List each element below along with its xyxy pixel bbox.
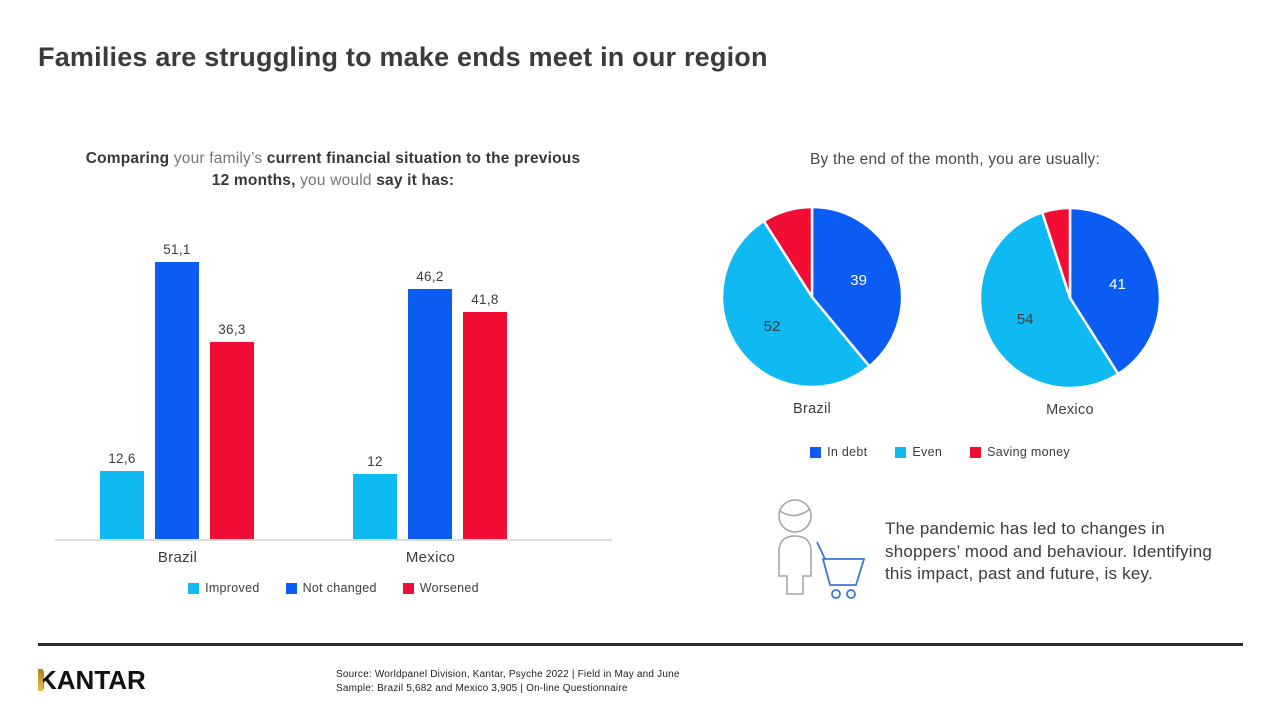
insight-text: The pandemic has led to changes in shopp… [885, 519, 1213, 583]
bar-value-label: 51,1 [163, 242, 191, 257]
bar-title-segment: your family’s [173, 150, 267, 167]
legend-item: Even [895, 445, 942, 459]
pie-chart-title: By the end of the month, you are usually… [810, 151, 1100, 168]
bar-title-segment: Comparing [85, 150, 174, 167]
bar-column: 46,2 [408, 269, 452, 539]
pie-slice-value-label: 52 [764, 318, 781, 335]
shopper-person-icon [778, 499, 812, 595]
bar-column: 41,8 [463, 292, 507, 539]
bar-value-label: 12 [367, 454, 383, 469]
legend-swatch-icon [810, 446, 822, 458]
legend-item: Worsened [402, 581, 479, 595]
page-title: Families are struggling to make ends mee… [38, 42, 768, 72]
shopping-basket-icon [816, 541, 866, 599]
bar-worsened [210, 342, 254, 539]
source-line-1: Source: Worldpanel Division, Kantar, Psy… [336, 669, 680, 680]
legend-swatch-icon [895, 446, 907, 458]
source-note: Source: Worldpanel Division, Kantar, Psy… [336, 668, 680, 696]
pie-slice-even [978, 211, 1120, 390]
pie-slice-saving-money [762, 205, 814, 299]
bar-improved [100, 470, 144, 539]
pie-chart-legend: In debt Even Saving money [720, 445, 1160, 459]
pie-slice-value-label: 39 [850, 272, 867, 289]
source-line-2: Sample: Brazil 5,682 and Mexico 3,905 | … [336, 683, 628, 694]
bar-title-segment: say it has: [376, 172, 455, 189]
legend-swatch-icon [402, 582, 414, 594]
pie-slice-even [720, 219, 871, 389]
bar-title-segment: you would [300, 172, 377, 189]
pie-caption-mexico: Mexico [1046, 402, 1094, 418]
bar-group-brazil: 12,6 51,1 36,3 [100, 242, 254, 539]
legend-item: In debt [810, 445, 867, 459]
kantar-logo: KANTAR [38, 666, 146, 694]
bar-improved [353, 474, 397, 539]
footer-divider [38, 643, 1243, 646]
bar-group-mexico: 12 46,2 41,8 [353, 269, 507, 539]
legend-label: Worsened [419, 581, 479, 595]
legend-swatch-icon [970, 446, 982, 458]
legend-item: Saving money [970, 445, 1070, 459]
bar-chart-title: Comparing your family’s current financia… [78, 148, 588, 192]
bar-chart-legend: Improved Not changed Worsened [55, 581, 612, 595]
pie-caption-brazil: Brazil [792, 401, 832, 417]
legend-swatch-icon [188, 582, 200, 594]
legend-item: Not changed [285, 581, 377, 595]
bar-value-label: 36,3 [218, 322, 246, 338]
bar-value-label: 41,8 [471, 292, 499, 308]
bar-chart: 12,6 51,1 36,3 12 46,2 41,8 Brazil Mexico [55, 236, 612, 566]
legend-label: Saving money [987, 445, 1070, 459]
pie-chart-mexico: 41 54 Mexico [975, 203, 1165, 418]
pie-slice-value-label: 41 [1109, 276, 1126, 293]
legend-item: Improved [188, 581, 260, 595]
bar-column: 51,1 [155, 242, 199, 539]
bar-value-label: 12,6 [108, 450, 136, 466]
bar-title-segment: current financial situation to the previ… [211, 150, 581, 189]
bar-not-changed [155, 262, 199, 539]
bar-column: 36,3 [210, 322, 254, 539]
pie-slice-value-label: 54 [1017, 311, 1034, 328]
legend-label: In debt [827, 445, 868, 459]
pie-brazil-svg: 39 52 [720, 205, 904, 389]
pie-slice-saving-money [1040, 206, 1072, 300]
kantar-logo-gold-bar [38, 669, 43, 691]
bar-column: 12,6 [100, 451, 144, 539]
pie-slice-in-debt [810, 205, 904, 368]
pie-chart-brazil: 39 52 Brazil [717, 202, 907, 417]
shopper-with-basket-icon [763, 496, 881, 609]
legend-label: Improved [205, 581, 260, 595]
legend-label: Even [912, 445, 943, 459]
kantar-logo-text: KANTAR [38, 665, 146, 695]
bar-column: 12 [353, 454, 397, 539]
category-label-mexico: Mexico [405, 549, 456, 566]
legend-label: Not changed [302, 581, 377, 595]
bar-worsened [463, 312, 507, 539]
legend-swatch-icon [285, 582, 297, 594]
category-label-brazil: Brazil [157, 549, 198, 566]
bar-not-changed [408, 288, 452, 539]
bar-value-label: 46,2 [416, 268, 444, 284]
pie-mexico-svg: 41 54 [978, 206, 1162, 390]
bar-chart-plot: 12,6 51,1 36,3 12 46,2 41,8 [55, 236, 612, 541]
